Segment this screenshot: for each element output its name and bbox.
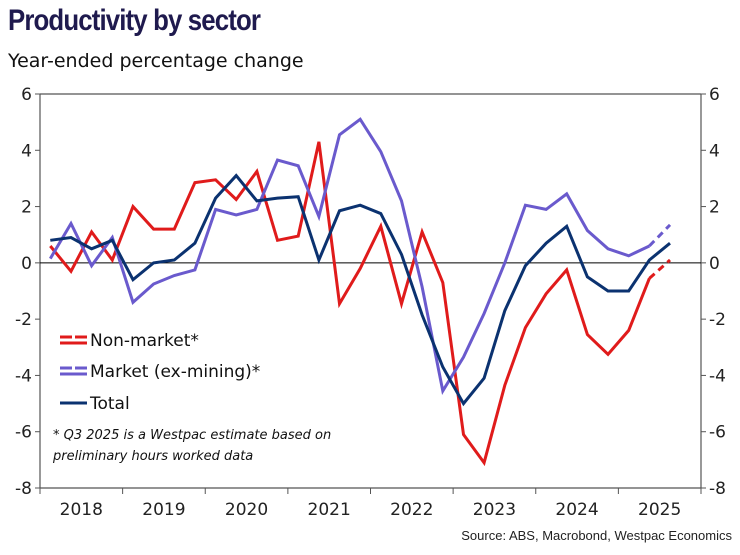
x-tick-label: 2022: [390, 500, 433, 520]
x-tick-label: 2023: [473, 500, 516, 520]
y-tick-label-left: -4: [15, 366, 32, 386]
legend: Non-market* Market (ex-mining)* Total * …: [52, 331, 331, 464]
series-layer: [49, 117, 672, 467]
y-tick-label-left: -6: [15, 423, 32, 443]
legend-item-market: Market (ex-mining)*: [60, 362, 260, 382]
x-tick-label: 2024: [555, 500, 598, 520]
y-tick-label-left: -8: [15, 479, 32, 499]
legend-label-non-market: Non-market*: [90, 331, 199, 351]
series-estimate-non-market: [648, 258, 672, 280]
legend-item-total: Total: [60, 394, 130, 414]
source-note: Source: ABS, Macrobond, Westpac Economic…: [461, 528, 732, 543]
x-tick-label: 2020: [225, 500, 268, 520]
y-tick-label-right: -6: [709, 423, 726, 443]
y-tick-label-right: 6: [709, 85, 720, 105]
axes: 6 6 4 4 2 2 0 0 -2 -2 -4 -4 -6 -6 -8 -8 2018 2019 2020 2021…: [15, 85, 726, 520]
legend-label-total: Total: [89, 394, 130, 414]
y-tick-label-right: -2: [709, 310, 726, 330]
series-line-non-market: [49, 141, 651, 467]
chart-subtitle: Year-ended percentage change: [8, 50, 304, 72]
annotation-line-2: preliminary hours worked data: [52, 449, 253, 464]
x-tick-label: 2019: [142, 500, 185, 520]
y-tick-label-left: 6: [21, 85, 32, 105]
x-tick-label: 2018: [60, 500, 103, 520]
x-tick-label: 2025: [638, 500, 681, 520]
legend-item-non-market: Non-market*: [60, 331, 199, 351]
x-tick-label: 2021: [308, 500, 351, 520]
series-estimate-market-ex-mining: [648, 223, 672, 248]
annotation-line-1: * Q3 2025 is a Westpac estimate based on: [53, 428, 331, 443]
y-tick-label-left: 0: [21, 254, 32, 274]
y-tick-label-right: 4: [709, 141, 720, 161]
series-line-market-ex-mining: [49, 117, 651, 395]
series-line-total: [50, 173, 671, 407]
y-tick-label-right: 0: [709, 254, 720, 274]
legend-label-market: Market (ex-mining)*: [90, 362, 260, 382]
y-tick-label-right: 2: [709, 198, 720, 218]
y-tick-label-right: -4: [709, 366, 726, 386]
y-tick-label-left: -2: [15, 310, 32, 330]
y-tick-label-left: 2: [21, 198, 32, 218]
y-tick-label-right: -8: [709, 479, 726, 499]
chart-title: Productivity by sector: [8, 4, 261, 37]
y-tick-label-left: 4: [21, 141, 32, 161]
